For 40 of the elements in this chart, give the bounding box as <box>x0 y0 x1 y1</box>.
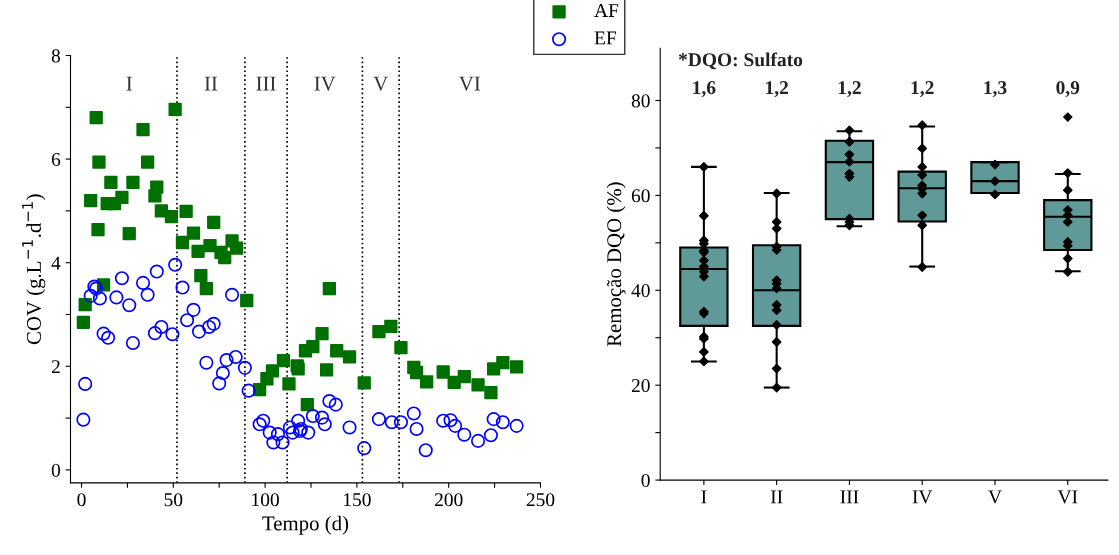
y-axis-title: COV (g.L$^{−1}$.d$^{−1}$) <box>22 194 46 345</box>
x-tick-label: I <box>701 490 707 504</box>
legend-label: AF <box>594 4 619 17</box>
x-tick-label: 150 <box>344 493 371 507</box>
y-tick-label: 0 <box>51 463 61 477</box>
x-tick-label: 200 <box>434 493 463 507</box>
x-tick-label: 250 <box>526 493 555 507</box>
x-tick-label: II <box>770 490 783 504</box>
annotation: II <box>204 76 218 91</box>
annotation: 1,3 <box>984 81 1007 97</box>
annotation: 1,2 <box>766 81 788 97</box>
x-tick-label: 0 <box>77 493 86 507</box>
x-axis-title: Tempo (d) <box>262 515 349 535</box>
y-tick-label: 60 <box>631 189 650 203</box>
annotation: 0,9 <box>1056 81 1080 97</box>
annotation: VI <box>459 76 481 91</box>
annotation: V <box>373 76 389 91</box>
x-tick-label: V <box>988 490 1002 504</box>
y-tick-label: 20 <box>631 378 650 393</box>
legend-label: EF <box>594 31 617 45</box>
x-tick-label: 100 <box>252 493 279 507</box>
annotation: 1,2 <box>911 81 934 97</box>
y-tick-label: 4 <box>51 256 61 270</box>
annotation: I <box>126 76 132 91</box>
x-tick-label: IV <box>912 490 933 504</box>
y-axis-title: Remoção DQO (%) <box>606 182 626 347</box>
y-tick-label: 2 <box>51 360 60 374</box>
x-tick-label: 50 <box>164 493 183 507</box>
x-tick-label: III <box>840 490 859 504</box>
y-tick-label: 8 <box>51 49 61 63</box>
annotation: 1,6 <box>693 81 716 97</box>
x-tick-label: VI <box>1057 490 1078 504</box>
annotation: III <box>256 76 276 91</box>
annotation: 1,2 <box>838 81 861 97</box>
y-tick-label: 40 <box>631 284 650 298</box>
y-tick-label: 0 <box>641 473 650 488</box>
annotation: IV <box>314 76 336 91</box>
y-tick-label: 6 <box>51 152 61 167</box>
annotation: *DQO: Sulfato <box>678 52 803 70</box>
y-tick-label: 80 <box>631 94 650 108</box>
